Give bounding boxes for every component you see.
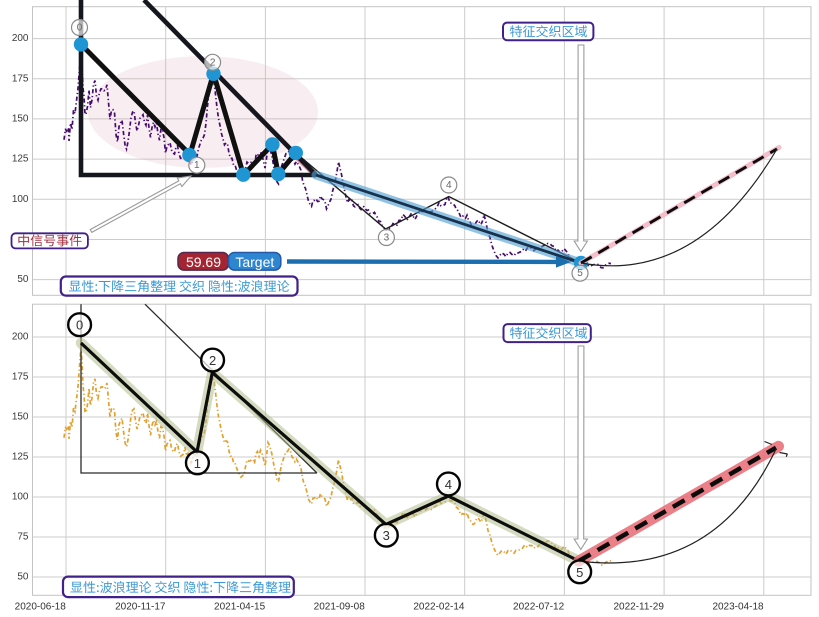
svg-text:2020-06-18: 2020-06-18	[15, 602, 67, 613]
svg-text:175: 175	[12, 372, 29, 383]
svg-text:1: 1	[194, 160, 200, 171]
svg-text:4: 4	[446, 180, 452, 191]
svg-text:4: 4	[445, 477, 452, 492]
svg-text:2021-04-15: 2021-04-15	[214, 602, 266, 613]
svg-text:50: 50	[17, 572, 29, 583]
svg-text:Target: Target	[235, 254, 274, 270]
svg-text:0: 0	[76, 318, 83, 333]
svg-text:175: 175	[12, 73, 29, 84]
svg-text:3: 3	[384, 233, 390, 244]
svg-text:125: 125	[12, 154, 29, 165]
svg-text:1: 1	[194, 456, 201, 471]
svg-text:5: 5	[576, 565, 583, 580]
svg-text:3: 3	[383, 528, 390, 543]
svg-text:150: 150	[12, 113, 29, 124]
svg-text:59.69: 59.69	[186, 254, 221, 270]
svg-text:2021-09-08: 2021-09-08	[314, 602, 366, 613]
svg-text:50: 50	[17, 274, 29, 285]
svg-text:0: 0	[77, 23, 83, 34]
svg-text:2: 2	[209, 353, 216, 368]
svg-text:100: 100	[12, 194, 29, 205]
svg-text:2023-04-18: 2023-04-18	[712, 602, 764, 613]
svg-text:150: 150	[12, 412, 29, 423]
svg-text:75: 75	[17, 532, 29, 543]
svg-text:2022-11-29: 2022-11-29	[613, 602, 664, 613]
svg-text:200: 200	[12, 33, 29, 44]
svg-text:200: 200	[12, 332, 29, 343]
svg-text:2022-02-14: 2022-02-14	[413, 602, 465, 613]
svg-text:2: 2	[210, 57, 216, 68]
svg-text:5: 5	[577, 268, 583, 279]
svg-text:100: 100	[12, 492, 29, 503]
svg-text:125: 125	[12, 452, 29, 463]
svg-text:2020-11-17: 2020-11-17	[115, 602, 166, 613]
svg-text:2022-07-12: 2022-07-12	[513, 602, 565, 613]
